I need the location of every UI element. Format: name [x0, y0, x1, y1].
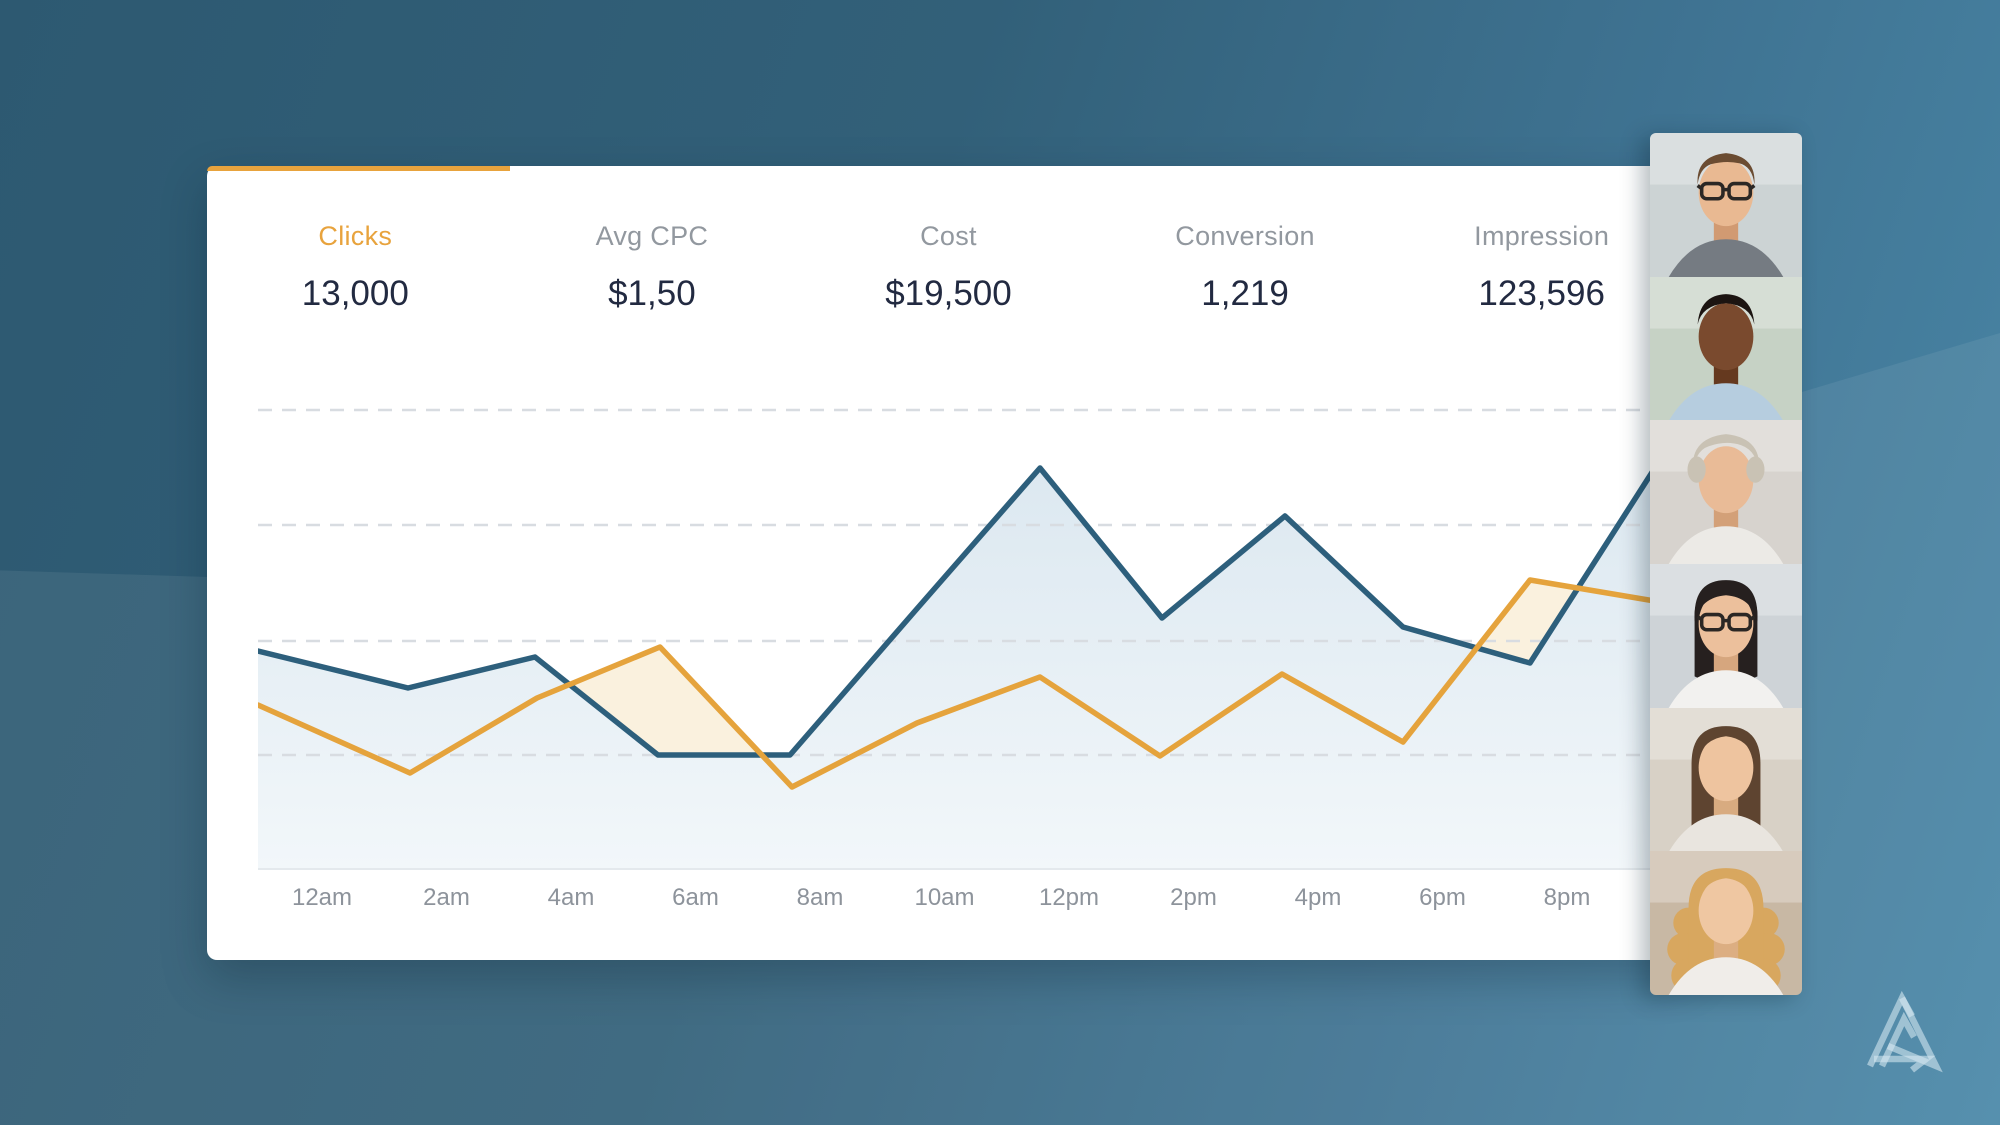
woman-bob-glasses-portrait — [1650, 564, 1802, 708]
x-axis-tick-label: 10am — [914, 884, 975, 911]
analytics-card: Clicks 13,000 Avg CPC $1,50 Cost $19,500… — [207, 166, 1690, 960]
triangle-logo-icon — [1852, 986, 1952, 1080]
woman-blonde-curly-portrait — [1650, 851, 1802, 995]
chart-canvas — [258, 408, 1690, 870]
active-tab-underline — [207, 166, 510, 171]
stat-value: 13,000 — [301, 274, 409, 313]
young-man-portrait — [1650, 276, 1802, 421]
man-glasses-portrait — [1650, 133, 1802, 277]
x-axis-tick-label: 2pm — [1170, 884, 1217, 911]
stat-label: Avg CPC — [595, 221, 709, 251]
tab-avg-cpc[interactable]: Avg CPC $1,50 — [504, 221, 801, 314]
woman-brown-hair-portrait — [1650, 707, 1802, 852]
stat-label: Cost — [920, 221, 977, 251]
stat-value: $1,50 — [608, 274, 696, 313]
stat-label: Impression — [1474, 221, 1610, 251]
stat-value: 1,219 — [1201, 274, 1289, 313]
tab-impression[interactable]: Impression 123,596 — [1393, 221, 1690, 314]
stat-value: $19,500 — [885, 274, 1012, 313]
x-axis-labels: 12am 2am 4am 6am 8am 10am 12pm 2pm 4pm 6pm 8pm — [207, 884, 1690, 914]
area-chart — [258, 390, 1690, 870]
x-axis-tick-label: 8pm — [1543, 884, 1591, 911]
x-axis-tick-label: 4am — [547, 884, 595, 911]
x-axis-tick-label: 12am — [291, 884, 353, 911]
x-axis-tick-label: 6am — [672, 884, 719, 911]
x-axis-tick-label: 4pm — [1294, 884, 1342, 911]
x-axis-tick-label: 2am — [423, 884, 470, 911]
photo-strip — [1650, 133, 1802, 995]
tab-clicks[interactable]: Clicks 13,000 — [207, 221, 504, 314]
stats-row: Clicks 13,000 Avg CPC $1,50 Cost $19,500… — [207, 221, 1690, 314]
senior-woman-portrait — [1650, 420, 1802, 565]
stat-value: 123,596 — [1478, 274, 1605, 313]
x-axis-tick-label: 6pm — [1419, 884, 1466, 911]
x-axis-tick-label: 12pm — [1038, 884, 1100, 911]
stat-label: Conversion — [1175, 221, 1315, 251]
stat-label: Clicks — [318, 221, 393, 251]
x-axis-tick-label: 8am — [796, 884, 844, 911]
tab-conversion[interactable]: Conversion 1,219 — [1097, 221, 1394, 314]
tab-cost[interactable]: Cost $19,500 — [800, 221, 1097, 314]
